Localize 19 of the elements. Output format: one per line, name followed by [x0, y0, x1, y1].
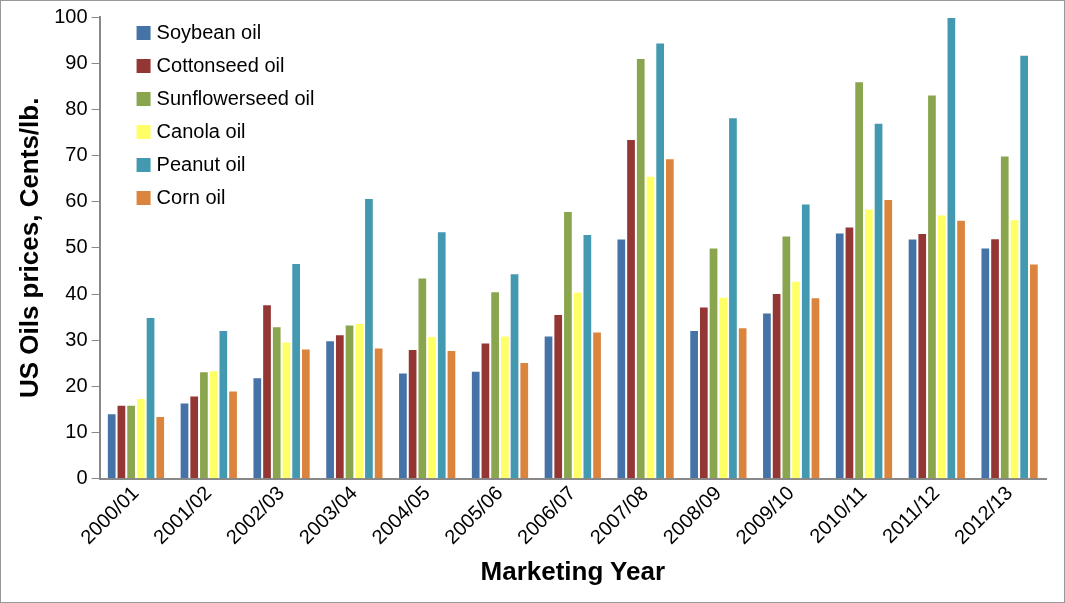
y-tick-label: 70	[65, 143, 88, 166]
legend-label: Sunflowerseed oil	[156, 86, 315, 109]
y-tick-label: 80	[65, 96, 88, 119]
y-tick-label: 90	[65, 50, 88, 73]
y-tick-label: 50	[65, 235, 88, 258]
legend-label: Canola oil	[156, 119, 246, 142]
legend-label: Soybean oil	[156, 20, 262, 43]
y-tick-label: 20	[65, 373, 88, 396]
y-axis-title: US Oils prices, Cents/lb.	[13, 97, 44, 399]
legend-label: Peanut oil	[156, 152, 246, 175]
legend-label: Cottonseed oil	[156, 53, 285, 76]
y-tick-label: 0	[76, 466, 88, 489]
legend-label: Corn oil	[156, 185, 226, 208]
y-tick-label: 100	[54, 4, 88, 27]
y-tick-label: 40	[65, 281, 88, 304]
y-tick-label: 30	[65, 327, 88, 350]
y-tick-label: 60	[65, 189, 88, 212]
x-axis-title: Marketing Year	[480, 555, 666, 586]
y-tick-label: 10	[65, 420, 88, 443]
